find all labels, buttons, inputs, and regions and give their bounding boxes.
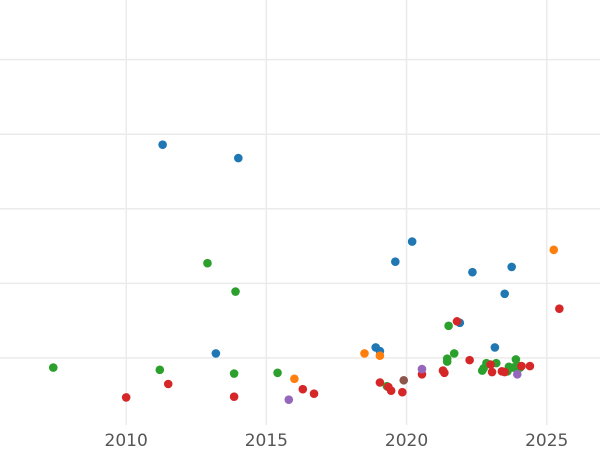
data-point-s2-9 [442,357,452,366]
data-point-s3-13 [465,355,474,365]
data-point-s3-0 [121,393,131,402]
x-tick-label-3: 2025 [525,431,568,450]
data-point-s3-1 [163,379,173,389]
x-tick-label-1: 2015 [245,431,288,450]
data-point-s3-4 [309,389,319,398]
data-point-s4-0 [284,395,294,404]
data-point-s0-10 [500,289,509,299]
data-point-s0-9 [490,343,500,352]
x-tick-label-2: 2020 [385,431,428,450]
data-point-s3-15 [487,367,497,377]
data-point-s4-2 [512,369,522,379]
data-point-s2-0 [48,363,58,372]
data-point-s3-14 [486,360,495,369]
data-point-s2-10 [449,349,459,358]
data-point-s3-17 [500,367,509,377]
data-point-s0-0 [158,140,167,149]
data-point-s3-11 [440,368,449,378]
data-point-s3-5 [375,378,385,387]
data-point-s1-2 [375,351,385,360]
data-point-s2-13 [479,364,488,373]
data-point-s0-11 [507,262,516,272]
data-point-s2-2 [203,258,212,268]
data-point-s3-19 [525,361,535,371]
data-point-s3-7 [386,386,396,396]
data-point-s4-1 [417,364,427,374]
data-point-s3-3 [298,384,308,394]
data-point-s0-6 [407,237,417,246]
data-point-s0-5 [391,257,400,267]
data-point-s0-1 [234,153,243,163]
y-gridlines [0,58,600,359]
x-tick-labels: 2010 2015 2020 2025 [105,431,569,450]
data-point-s0-8 [468,267,477,277]
data-point-s3-18 [517,361,526,371]
data-point-s2-3 [231,287,240,296]
data-point-s3-8 [398,387,407,397]
x-tick-label-0: 2010 [105,431,148,450]
data-point-s0-2 [211,349,221,358]
data-point-s2-4 [229,369,239,378]
data-point-s2-7 [444,321,453,331]
data-point-s3-12 [452,317,462,326]
data-point-s1-3 [549,245,559,255]
data-point-s3-2 [229,392,239,401]
data-point-s5-0 [399,375,409,385]
data-point-s1-1 [360,349,369,358]
data-point-s2-5 [273,368,282,378]
data-points [48,140,564,404]
data-point-s3-20 [555,304,564,313]
data-point-s2-1 [155,365,165,375]
x-gridlines [125,0,548,425]
data-point-s1-0 [290,374,299,384]
